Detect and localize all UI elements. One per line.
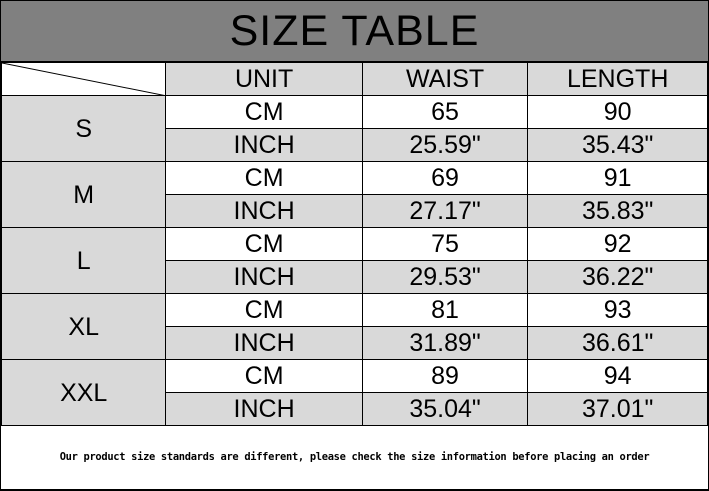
- waist-cell: 69: [361, 161, 529, 195]
- table-row-inch: INCH 29.53" 36.22": [2, 260, 708, 294]
- length-cell: 94: [527, 359, 708, 393]
- unit-cell: CM: [165, 227, 363, 261]
- length-cell: 36.61": [527, 326, 708, 360]
- waist-cell: 27.17": [361, 194, 529, 228]
- unit-cell: INCH: [165, 260, 363, 294]
- unit-cell: CM: [165, 359, 363, 393]
- unit-cell: CM: [165, 161, 363, 195]
- table-title: SIZE TABLE: [1, 1, 708, 62]
- waist-cell: 31.89": [361, 326, 529, 360]
- size-label: S: [0, 95, 167, 162]
- length-cell: 35.43": [527, 128, 708, 162]
- size-label: XXL: [0, 359, 167, 426]
- waist-cell: 35.04": [361, 392, 529, 426]
- size-table: UNIT WAIST LENGTH S CM 65 90 INCH 25.59" 35.43…: [0, 62, 708, 426]
- length-cell: 93: [527, 293, 708, 327]
- table-row-cm: M CM 69 91: [0, 161, 708, 228]
- table-row-cm: XL CM 81 93: [0, 293, 708, 360]
- table-row-cm: S CM 65 90: [0, 95, 708, 162]
- length-cell: 37.01": [527, 392, 708, 426]
- unit-cell: INCH: [165, 194, 363, 228]
- unit-cell: INCH: [165, 392, 363, 426]
- header-row: UNIT WAIST LENGTH: [0, 62, 708, 96]
- diagonal-line: [2, 63, 167, 96]
- size-label: L: [0, 227, 167, 294]
- unit-cell: INCH: [165, 326, 363, 360]
- unit-cell: INCH: [165, 128, 363, 162]
- table-row-inch: INCH 27.17" 35.83": [2, 194, 708, 228]
- table-row-cm: L CM 75 92: [0, 227, 708, 294]
- table-row-inch: INCH 35.04" 37.01": [2, 392, 708, 426]
- table-row-inch: INCH 31.89" 36.61": [2, 326, 708, 360]
- waist-cell: 29.53": [361, 260, 529, 294]
- header-length: LENGTH: [527, 62, 708, 96]
- footer-note: Our product size standards are different…: [59, 451, 650, 463]
- size-label: M: [0, 161, 167, 228]
- table-row-cm: XXL CM 89 94: [0, 359, 708, 426]
- unit-cell: CM: [165, 95, 363, 129]
- diagonal-corner-cell: [0, 62, 167, 96]
- header-waist: WAIST: [361, 62, 529, 96]
- waist-cell: 75: [361, 227, 529, 261]
- waist-cell: 25.59": [361, 128, 529, 162]
- waist-cell: 81: [361, 293, 529, 327]
- length-cell: 36.22": [527, 260, 708, 294]
- header-unit: UNIT: [165, 62, 363, 96]
- length-cell: 35.83": [527, 194, 708, 228]
- length-cell: 91: [527, 161, 708, 195]
- size-label: XL: [0, 293, 167, 360]
- length-cell: 92: [527, 227, 708, 261]
- unit-cell: CM: [165, 293, 363, 327]
- waist-cell: 65: [361, 95, 529, 129]
- waist-cell: 89: [361, 359, 529, 393]
- length-cell: 90: [527, 95, 708, 129]
